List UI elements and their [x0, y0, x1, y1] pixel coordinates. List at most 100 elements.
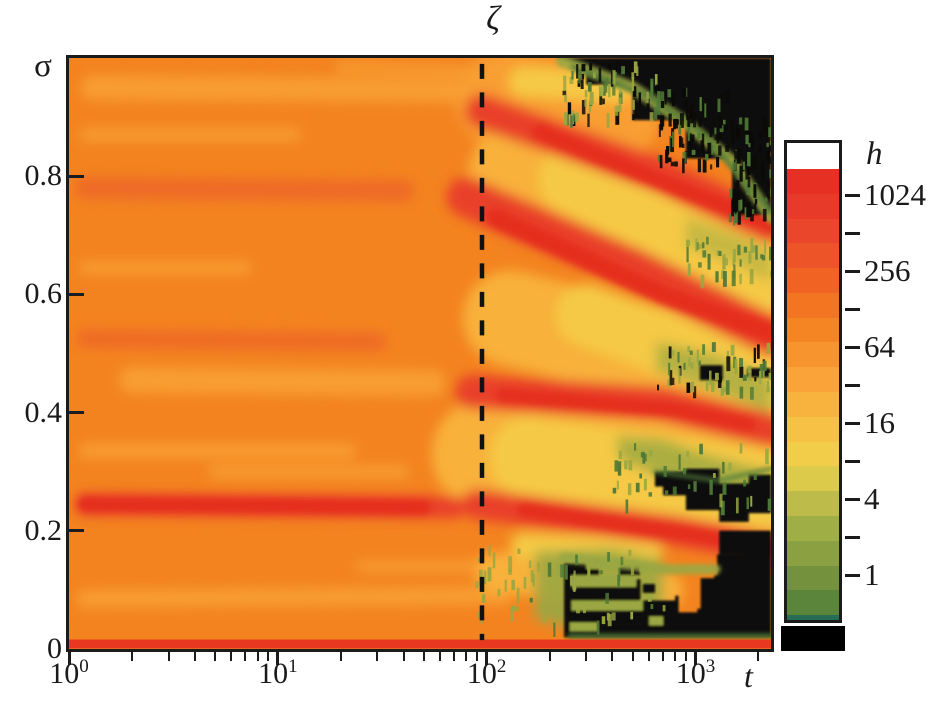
- speckle: [608, 83, 611, 98]
- x-axis-minor-tick: [476, 652, 479, 661]
- speckle: [605, 592, 609, 604]
- y-axis-tick: [69, 292, 84, 296]
- speckle: [730, 120, 734, 137]
- speckle: [761, 254, 766, 261]
- x-axis-minor-tick: [244, 652, 247, 661]
- speckle: [716, 136, 720, 144]
- speckle: [720, 94, 723, 105]
- speckle: [744, 117, 749, 131]
- colorbar-segment: [787, 540, 839, 566]
- speckle: [653, 107, 658, 120]
- soft-band: [80, 75, 490, 103]
- speckle: [700, 140, 704, 151]
- colorbar-segment: [787, 268, 839, 293]
- speckle: [751, 209, 755, 215]
- speckle: [587, 561, 591, 578]
- x-axis-minor-tick: [684, 652, 687, 661]
- x-axis-minor-tick: [611, 652, 614, 661]
- speckle: [690, 103, 694, 116]
- olive-zone: [685, 217, 771, 283]
- speckle: [492, 552, 496, 569]
- speckle: [557, 607, 562, 616]
- speckle: [584, 90, 588, 98]
- speckle: [631, 76, 635, 92]
- y-axis-tick: [69, 174, 84, 178]
- speckle: [504, 579, 507, 592]
- x-axis-minor-tick: [757, 652, 760, 661]
- colorbar-under-range-block: [781, 626, 845, 651]
- speckle: [678, 368, 681, 384]
- speckle: [731, 133, 735, 145]
- y-tick-label: 0.2: [24, 513, 63, 547]
- speckle: [575, 554, 578, 566]
- speckle: [692, 112, 697, 128]
- heatmap-canvas: [69, 58, 771, 649]
- speckle: [528, 560, 532, 569]
- speckle: [510, 607, 514, 622]
- speckle: [615, 111, 620, 125]
- speckle: [686, 239, 690, 247]
- speckle: [766, 142, 769, 151]
- speckle: [718, 145, 722, 156]
- speckle: [678, 454, 681, 470]
- green-fringe: [559, 552, 721, 575]
- x-axis-minor-tick: [662, 652, 665, 661]
- speckle: [725, 380, 730, 395]
- speckle: [686, 382, 691, 393]
- speckle: [752, 245, 756, 253]
- speckle: [748, 142, 751, 148]
- colorbar-segment: [787, 292, 839, 318]
- speckle: [722, 461, 725, 474]
- speckle: [749, 141, 753, 146]
- speckle: [676, 119, 680, 125]
- speckle: [746, 497, 749, 510]
- speckle: [547, 562, 552, 577]
- speckle: [748, 370, 752, 381]
- speckle: [698, 243, 703, 249]
- speckle: [739, 165, 743, 182]
- stripe-bar: [573, 589, 595, 599]
- speckle: [750, 495, 753, 507]
- colorbar: [784, 140, 842, 623]
- speckle: [706, 381, 709, 392]
- speckle: [753, 473, 757, 481]
- x-axis-minor-tick: [439, 652, 442, 661]
- speckle: [581, 73, 585, 80]
- speckle: [690, 362, 694, 369]
- speckle: [750, 237, 754, 254]
- speckle: [733, 212, 736, 226]
- speckle: [671, 350, 675, 356]
- speckle: [667, 157, 672, 162]
- x-axis-minor-tick: [130, 652, 133, 661]
- green-fringe: [570, 63, 771, 215]
- speckle: [682, 158, 685, 174]
- speckle: [560, 564, 564, 578]
- speckle: [734, 150, 739, 160]
- speckle: [686, 246, 689, 263]
- speckle: [737, 244, 741, 256]
- speckle: [618, 97, 622, 112]
- speckle: [658, 124, 661, 138]
- speckle: [741, 198, 746, 213]
- speckle: [632, 99, 635, 110]
- colorbar-segment: [787, 317, 839, 343]
- speckle: [640, 451, 644, 458]
- speckle: [657, 384, 660, 391]
- speckle: [682, 143, 685, 149]
- speckle: [668, 362, 671, 376]
- speckle: [728, 213, 733, 223]
- speckle: [768, 372, 771, 380]
- speckle: [580, 79, 584, 90]
- speckle: [753, 347, 756, 364]
- soft-band: [118, 367, 446, 397]
- speckle: [564, 94, 567, 103]
- speckle: [747, 151, 751, 167]
- speckle: [672, 131, 675, 147]
- speckle: [649, 112, 654, 122]
- speckle: [607, 552, 610, 562]
- speckle: [624, 460, 628, 470]
- speckle: [570, 575, 573, 586]
- speckle: [662, 605, 666, 612]
- speckle: [581, 100, 586, 115]
- speckle: [664, 490, 669, 495]
